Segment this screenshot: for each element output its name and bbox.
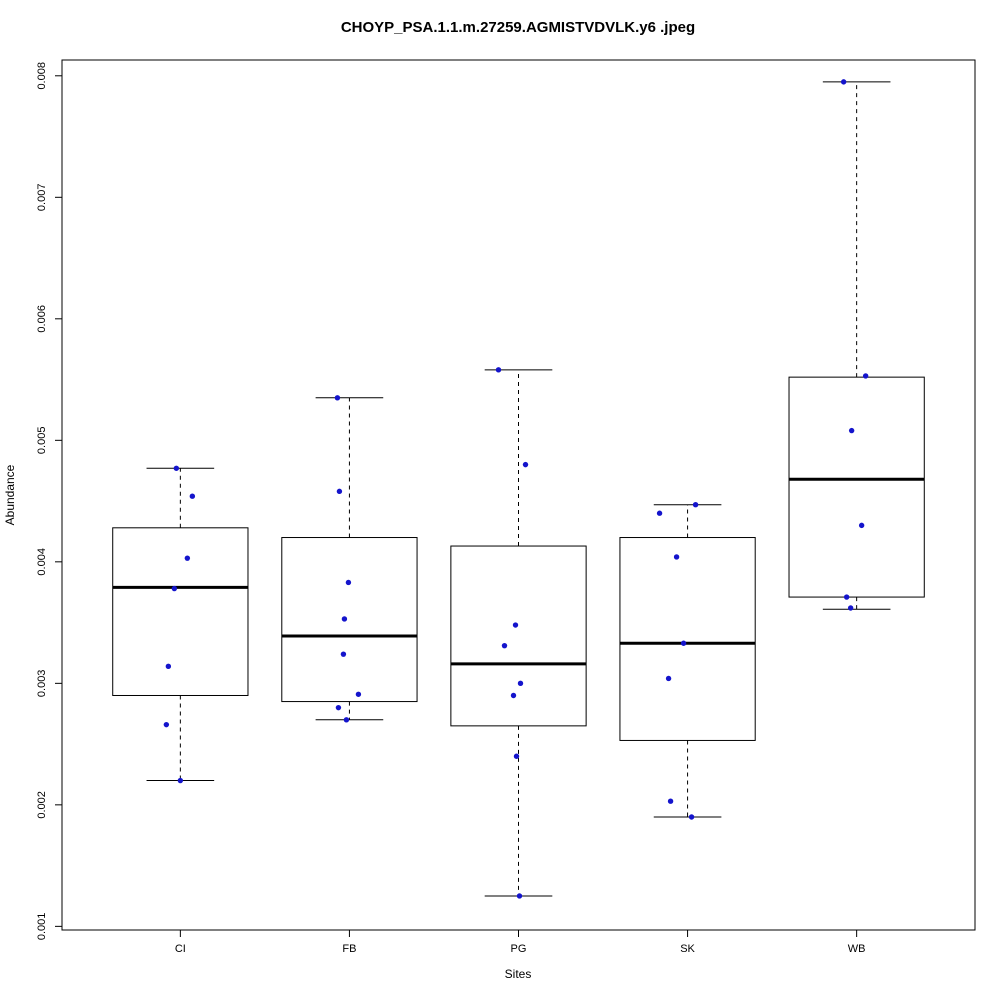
data-point [165, 663, 172, 670]
data-point [171, 585, 178, 592]
box-PG [450, 367, 587, 899]
x-tick-label: CI [175, 943, 186, 955]
data-point [862, 373, 869, 379]
data-point [163, 721, 170, 728]
data-point [858, 522, 865, 529]
data-point [501, 642, 508, 649]
data-point [335, 704, 342, 711]
y-tick-label: 0.005 [36, 427, 48, 455]
y-tick-label: 0.002 [36, 791, 48, 819]
plot-area: 0.001 0.002 0.003 0.004 0.005 0.006 0.007 0.008… [36, 59, 976, 955]
data-point [341, 616, 348, 622]
data-point [355, 691, 362, 697]
y-tick-label: 0.001 [36, 913, 48, 941]
data-point [336, 488, 343, 495]
y-tick-label: 0.006 [36, 305, 48, 333]
box-FB [281, 395, 418, 723]
data-point [173, 465, 180, 471]
data-point [667, 798, 674, 804]
data-point [345, 579, 352, 586]
y-tick-label: 0.008 [36, 62, 48, 90]
x-tick-label: FB [342, 943, 356, 955]
data-point [656, 510, 663, 516]
data-point [847, 605, 854, 611]
data-point [522, 461, 529, 468]
data-point [516, 893, 523, 899]
data-point [517, 680, 524, 687]
x-tick-label: PG [511, 943, 527, 955]
x-axis-label: Sites [505, 967, 532, 981]
y-axis-label: Abundance [3, 464, 17, 525]
data-point [340, 651, 347, 657]
y-tick-label: 0.003 [36, 670, 48, 698]
data-point [843, 594, 850, 600]
y-tick-label: 0.004 [36, 548, 48, 576]
data-point [343, 717, 350, 723]
data-point [495, 367, 502, 373]
data-point [189, 493, 196, 499]
iqr-box [788, 376, 925, 598]
data-point [665, 675, 672, 682]
box-CI [112, 465, 249, 784]
data-point [680, 640, 687, 646]
box-SK [619, 502, 756, 820]
iqr-box [112, 527, 249, 696]
data-point [692, 502, 699, 508]
data-point [334, 395, 341, 401]
iqr-box [450, 545, 587, 727]
data-point [673, 554, 680, 560]
chart-title: CHOYP_PSA.1.1.m.27259.AGMISTVDVLK.y6 .jp… [341, 19, 695, 36]
iqr-box [281, 537, 418, 703]
data-point [512, 622, 519, 628]
data-point [513, 753, 520, 759]
x-tick-label: SK [680, 943, 695, 955]
x-tick-label: WB [848, 943, 866, 955]
data-point [848, 427, 855, 434]
iqr-box [619, 537, 756, 741]
data-point [840, 79, 847, 85]
data-point [184, 555, 191, 561]
data-point [177, 777, 184, 784]
data-point [688, 814, 695, 820]
box-WB [788, 79, 925, 611]
y-tick-label: 0.007 [36, 184, 48, 212]
data-point [510, 692, 517, 699]
